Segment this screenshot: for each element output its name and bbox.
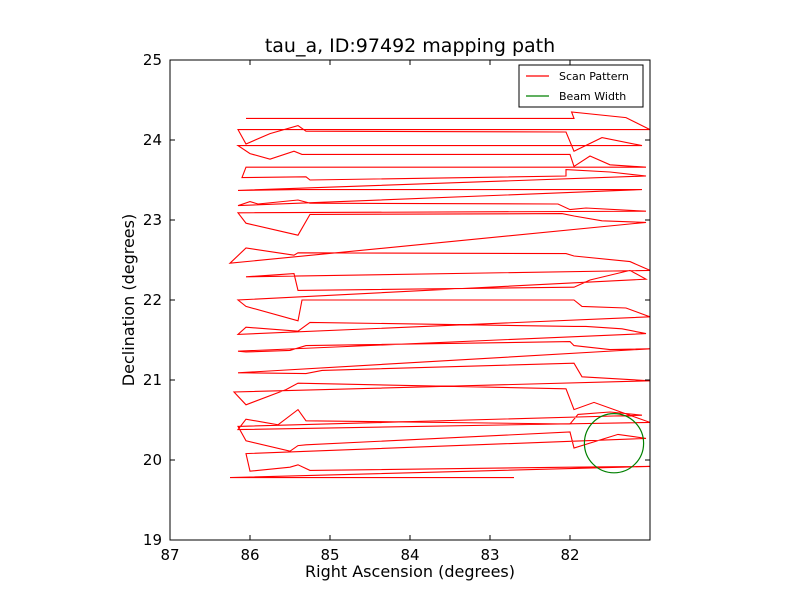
scan-pattern-line: [228, 111, 650, 479]
y-axis-label: Declination (degrees): [119, 214, 138, 386]
y-tick-label: 20: [143, 451, 162, 469]
x-tick-label: 83: [480, 546, 499, 564]
x-tick-label: 84: [400, 546, 419, 564]
legend-label-beam-width: Beam Width: [559, 90, 626, 103]
x-tick-label: 82: [560, 546, 579, 564]
legend-label-scan-pattern: Scan Pattern: [559, 70, 629, 83]
beam-width-circle: [583, 413, 645, 474]
y-tick-label: 25: [143, 51, 162, 69]
y-axis: 19 20 21 22 23 24 25: [143, 51, 650, 549]
x-axis-label: Right Ascension (degrees): [305, 562, 515, 581]
x-tick-label: 86: [240, 546, 259, 564]
y-tick-label: 21: [143, 371, 162, 389]
plot-data-layer: [228, 111, 650, 479]
x-tick-label: 87: [160, 546, 179, 564]
y-tick-label: 24: [143, 131, 162, 149]
chart-title: tau_a, ID:97492 mapping path: [265, 35, 555, 57]
x-tick-label: 85: [320, 546, 339, 564]
x-axis: 87 86 85 84 83 82: [160, 60, 580, 564]
legend-box: [518, 64, 644, 108]
legend: Scan Pattern Beam Width: [518, 64, 644, 108]
y-tick-label: 19: [143, 531, 162, 549]
y-tick-label: 23: [143, 211, 162, 229]
y-tick-label: 22: [143, 291, 162, 309]
